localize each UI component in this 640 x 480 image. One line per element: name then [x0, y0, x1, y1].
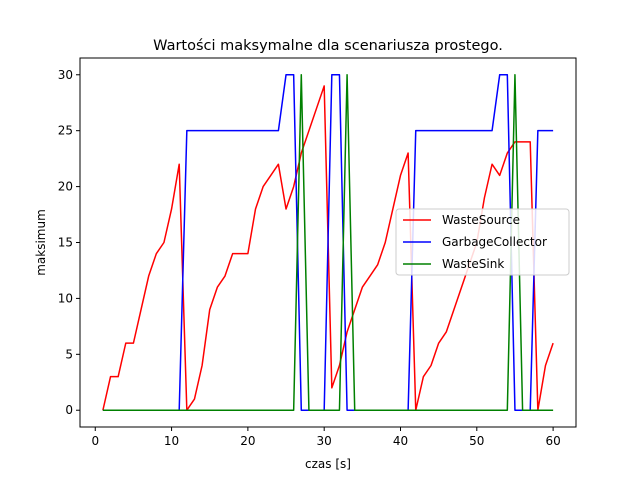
chart-title: Wartości maksymalne dla scenariusza pros…: [153, 38, 503, 54]
y-axis: 0 5 10 15 20 25 30: [58, 68, 80, 417]
y-tick-label: 0: [65, 403, 73, 417]
legend-box: [395, 208, 570, 276]
x-tick-label: 0: [91, 434, 99, 448]
x-tick-label: 20: [240, 434, 255, 448]
legend-label-wastesink: WasteSink: [442, 257, 504, 271]
y-tick-label: 30: [58, 68, 73, 82]
y-tick-label: 25: [58, 124, 73, 138]
y-tick-label: 10: [58, 291, 73, 305]
legend-label-wastesource: WasteSource: [442, 213, 520, 227]
x-axis: 0 10 20 30 40 50 60: [91, 427, 561, 448]
x-tick-label: 60: [545, 434, 560, 448]
x-tick-label: 30: [317, 434, 332, 448]
y-tick-label: 5: [65, 347, 73, 361]
legend: WasteSource GarbageCollector WasteSink: [395, 208, 570, 276]
x-axis-label: czas [s]: [305, 457, 351, 471]
x-tick-label: 50: [469, 434, 484, 448]
series-line-wastesink: [102, 74, 554, 411]
y-axis-label: maksimum: [34, 209, 48, 276]
y-tick-label: 15: [58, 236, 73, 250]
y-tick-label: 20: [58, 180, 73, 194]
x-tick-label: 10: [164, 434, 179, 448]
x-tick-label: 40: [393, 434, 408, 448]
legend-label-garbagecollector: GarbageCollector: [442, 235, 547, 249]
